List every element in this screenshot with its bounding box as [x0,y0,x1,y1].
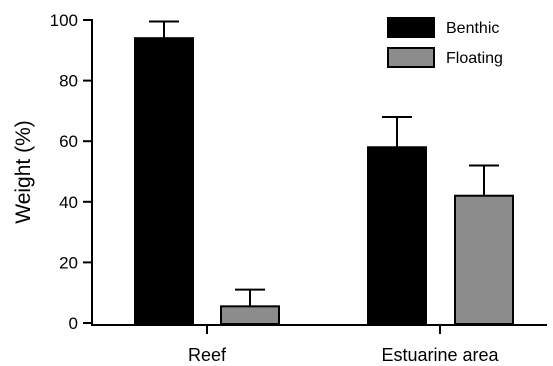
bar [220,305,280,325]
y-tick-label: 100 [50,11,78,30]
legend-swatch [387,17,435,38]
legend-label: Floating [446,50,503,67]
legend: Benthic Floating [387,17,503,68]
bars-group [134,20,514,326]
y-tick-label: 80 [59,72,78,91]
bar [454,194,514,325]
x-tick-label: Estuarine area [381,345,499,365]
y-axis-title: Weight (%) [12,120,35,223]
bar [134,37,194,326]
y-tick-label: 40 [59,193,78,212]
y-axis: 0 20 40 60 80 100 [50,11,93,333]
x-axis: Reef Estuarine area [91,324,547,365]
legend-label: Benthic [446,20,499,37]
x-tick-label: Reef [188,345,227,365]
y-tick-label: 20 [59,253,78,272]
bar [367,146,427,325]
legend-swatch [387,47,435,68]
y-tick-label: 0 [69,314,78,333]
y-tick-label: 60 [59,132,78,151]
